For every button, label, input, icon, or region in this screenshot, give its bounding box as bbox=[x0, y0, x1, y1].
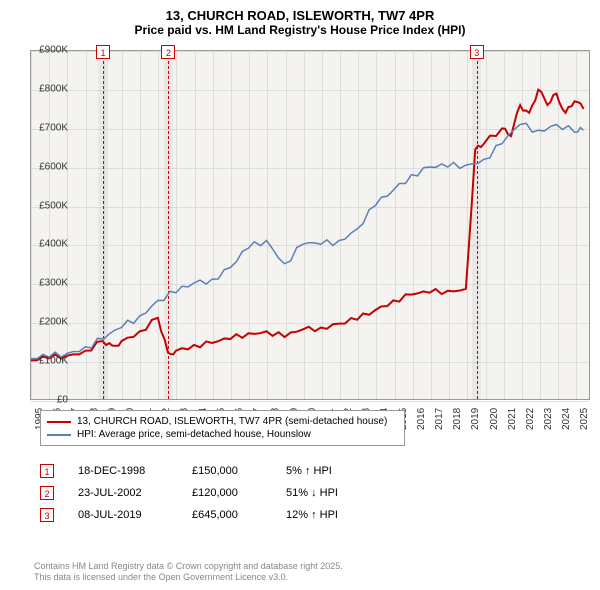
y-axis-label: £700K bbox=[28, 122, 68, 133]
y-axis-label: £200K bbox=[28, 317, 68, 328]
x-axis-label: 2024 bbox=[561, 408, 572, 430]
sale-row: 2 23-JUL-2002 £120,000 51% ↓ HPI bbox=[40, 482, 376, 504]
legend-item: HPI: Average price, semi-detached house,… bbox=[47, 428, 398, 441]
legend-swatch bbox=[47, 421, 71, 423]
x-axis-label: 2016 bbox=[416, 408, 427, 430]
page-subtitle: Price paid vs. HM Land Registry's House … bbox=[0, 23, 600, 37]
y-axis-label: £500K bbox=[28, 200, 68, 211]
y-axis-label: £400K bbox=[28, 239, 68, 250]
sale-hpi-diff: 51% ↓ HPI bbox=[286, 487, 376, 499]
y-axis-label: £800K bbox=[28, 83, 68, 94]
x-axis-label: 2022 bbox=[525, 408, 536, 430]
y-axis-label: £900K bbox=[28, 45, 68, 56]
footer-line-2: This data is licensed under the Open Gov… bbox=[34, 572, 343, 584]
sales-table: 1 18-DEC-1998 £150,000 5% ↑ HPI 2 23-JUL-2002… bbox=[40, 460, 376, 526]
x-axis-label: 2018 bbox=[452, 408, 463, 430]
legend-label: 13, CHURCH ROAD, ISLEWORTH, TW7 4PR (sem… bbox=[77, 416, 387, 427]
page-title: 13, CHURCH ROAD, ISLEWORTH, TW7 4PR bbox=[0, 8, 600, 23]
hpi-line bbox=[31, 123, 584, 358]
y-axis-label: £0 bbox=[28, 395, 68, 406]
x-axis-label: 2023 bbox=[543, 408, 554, 430]
y-axis-label: £100K bbox=[28, 356, 68, 367]
sale-row: 1 18-DEC-1998 £150,000 5% ↑ HPI bbox=[40, 460, 376, 482]
x-axis-label: 2019 bbox=[470, 408, 481, 430]
gridline-horizontal bbox=[31, 401, 589, 402]
y-axis-label: £300K bbox=[28, 278, 68, 289]
x-axis-label: 2025 bbox=[579, 408, 590, 430]
legend-swatch bbox=[47, 434, 71, 436]
y-axis-label: £600K bbox=[28, 161, 68, 172]
sale-price: £120,000 bbox=[192, 487, 262, 499]
sale-date: 23-JUL-2002 bbox=[78, 487, 168, 499]
x-axis-label: 2020 bbox=[489, 408, 500, 430]
sale-hpi-diff: 12% ↑ HPI bbox=[286, 509, 376, 521]
legend: 13, CHURCH ROAD, ISLEWORTH, TW7 4PR (sem… bbox=[40, 410, 405, 446]
sale-row: 3 08-JUL-2019 £645,000 12% ↑ HPI bbox=[40, 504, 376, 526]
footer-line-1: Contains HM Land Registry data © Crown c… bbox=[34, 561, 343, 573]
sale-marker-number: 2 bbox=[40, 486, 54, 500]
sale-hpi-diff: 5% ↑ HPI bbox=[286, 465, 376, 477]
legend-item: 13, CHURCH ROAD, ISLEWORTH, TW7 4PR (sem… bbox=[47, 415, 398, 428]
footer-attribution: Contains HM Land Registry data © Crown c… bbox=[34, 561, 343, 584]
chart-lines bbox=[31, 51, 589, 399]
sale-date: 18-DEC-1998 bbox=[78, 465, 168, 477]
sale-marker-number: 1 bbox=[40, 464, 54, 478]
x-axis-label: 2021 bbox=[507, 408, 518, 430]
sale-price: £150,000 bbox=[192, 465, 262, 477]
sale-price: £645,000 bbox=[192, 509, 262, 521]
legend-label: HPI: Average price, semi-detached house,… bbox=[77, 429, 311, 440]
chart: 123 bbox=[30, 50, 590, 400]
x-axis-label: 2017 bbox=[434, 408, 445, 430]
price-paid-line bbox=[31, 90, 584, 361]
sale-date: 08-JUL-2019 bbox=[78, 509, 168, 521]
sale-marker-number: 3 bbox=[40, 508, 54, 522]
